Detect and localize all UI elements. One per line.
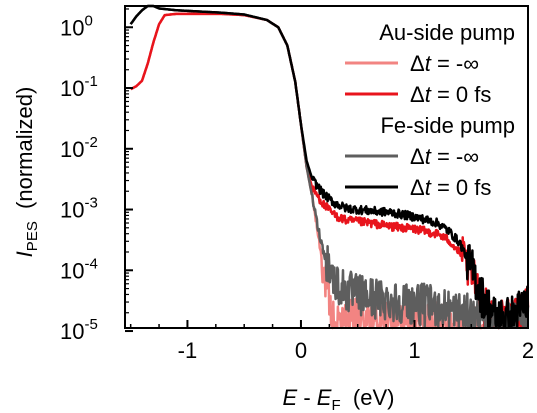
y-tick-base: 10	[60, 137, 84, 162]
legend-entry-label: Δt = -∞	[410, 51, 479, 76]
x-tick-label: 0	[295, 338, 307, 363]
y-tick-exponent: -4	[84, 255, 97, 272]
legend-entry-suffix: = 0 fs	[431, 82, 492, 107]
y-tick-label: 10-4	[60, 255, 98, 283]
legend-entry-prefix: Δ	[410, 82, 425, 107]
y-tick-exponent: -5	[84, 316, 97, 333]
legend-entry-suffix: = -∞	[431, 144, 479, 169]
y-axis-label-sub: PES	[24, 221, 41, 251]
x-tick-label: 1	[408, 338, 420, 363]
series-line-1	[129, 12, 530, 330]
y-axis-label-main: I	[12, 251, 37, 257]
legend-entry-prefix: Δ	[410, 144, 425, 169]
x-axis-label-sub-main: E	[317, 385, 332, 410]
x-axis-label-sep: -	[297, 385, 317, 410]
y-tick-base: 10	[60, 15, 84, 40]
legend-group-title: Au-side pump	[379, 20, 515, 45]
legend-entry-suffix: = -∞	[431, 51, 479, 76]
y-axis-label: IPES (normalized)	[12, 87, 41, 258]
x-tick-label: -1	[178, 338, 198, 363]
series-line-3	[129, 4, 530, 329]
y-tick-exponent: -2	[84, 134, 97, 151]
y-tick-base: 10	[60, 258, 84, 283]
legend-entry-prefix: Δ	[410, 175, 425, 200]
legend-entry-italic: t	[425, 51, 432, 76]
y-tick-base: 10	[60, 198, 84, 223]
legend-entry-prefix: Δ	[410, 51, 425, 76]
series-layer	[129, 4, 530, 330]
y-tick-label: 10-2	[60, 134, 98, 162]
legend-group-title: Fe-side pump	[380, 113, 515, 138]
y-axis-label-space	[12, 209, 37, 221]
x-axis-label-unit: (eV)	[353, 385, 395, 410]
x-axis-label-sub: F	[331, 397, 340, 413]
y-axis-label-unit: (normalized)	[12, 87, 37, 209]
legend-entry-label: Δt = 0 fs	[410, 82, 491, 107]
legend-entry-italic: t	[425, 175, 432, 200]
x-axis-label-main: E	[283, 385, 298, 410]
x-axis-label: E - EF (eV)	[283, 385, 395, 413]
legend-entry-italic: t	[425, 144, 432, 169]
legend-entry-label: Δt = 0 fs	[410, 175, 491, 200]
y-tick-exponent: -3	[84, 195, 97, 212]
legend-entry-italic: t	[425, 82, 432, 107]
y-tick-base: 10	[60, 76, 84, 101]
x-axis-label-space	[341, 385, 353, 410]
legend-entry-label: Δt = -∞	[410, 144, 479, 169]
y-tick-label: 10-3	[60, 195, 98, 223]
y-tick-label: 10-1	[60, 73, 98, 101]
y-tick-label: 100	[60, 12, 93, 40]
y-tick-base: 10	[60, 319, 84, 344]
y-tick-exponent: 0	[84, 12, 92, 29]
legend-entry-suffix: = 0 fs	[431, 175, 492, 200]
y-tick-exponent: -1	[84, 73, 97, 90]
y-tick-label: 10-5	[60, 316, 98, 344]
x-tick-label: 2	[522, 338, 534, 363]
